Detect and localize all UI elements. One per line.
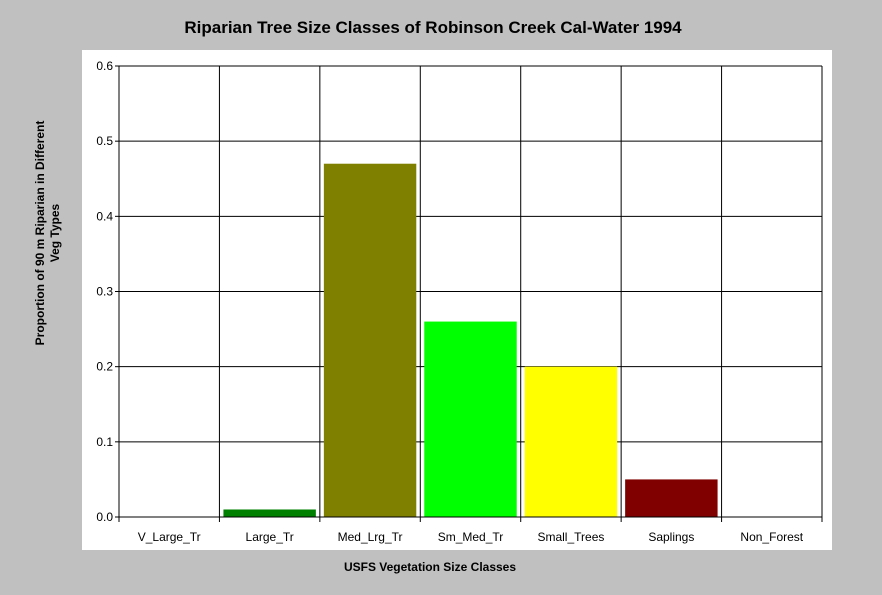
y-tick-label: 0.4 bbox=[96, 209, 113, 223]
y-tick-label: 0.1 bbox=[96, 435, 113, 449]
x-axis-label: USFS Vegetation Size Classes bbox=[343, 560, 517, 574]
y-tick-label: 0.2 bbox=[96, 360, 113, 374]
y-tick-label: 0.5 bbox=[96, 134, 113, 148]
bar-saplings bbox=[625, 479, 718, 517]
x-tick-label: Non_Forest bbox=[740, 530, 803, 544]
bar-large-tr bbox=[223, 509, 316, 517]
bar-med-lrg-tr bbox=[323, 163, 417, 517]
y-axis-label-line-1: Proportion of 90 m Riparian in Different bbox=[33, 120, 47, 346]
bar-chart: 0.0 0.1 0.2 0.3 0.4 0.5 0.6 V_Large_Tr Large_Tr M… bbox=[96, 59, 823, 544]
x-tick-label: Med_Lrg_Tr bbox=[338, 530, 403, 544]
y-axis-label-line-2: Veg Types bbox=[48, 203, 62, 263]
bar-small-trees bbox=[524, 366, 618, 517]
bar-sm-med-tr bbox=[424, 321, 517, 517]
x-tick-label: Large_Tr bbox=[246, 530, 294, 544]
y-tick-label: 0.6 bbox=[96, 59, 113, 73]
x-tick-label: Small_Trees bbox=[537, 530, 604, 544]
x-tick-label: Sm_Med_Tr bbox=[438, 530, 504, 544]
chart-title: Riparian Tree Size Classes of Robinson C… bbox=[184, 18, 682, 37]
y-tick-label: 0.0 bbox=[96, 510, 113, 524]
chart-panel: 0.0 0.1 0.2 0.3 0.4 0.5 0.6 V_Large_Tr Large_Tr M… bbox=[82, 50, 832, 550]
x-tick-label: V_Large_Tr bbox=[138, 530, 201, 544]
y-tick-label: 0.3 bbox=[96, 285, 113, 299]
x-tick-label: Saplings bbox=[648, 530, 694, 544]
